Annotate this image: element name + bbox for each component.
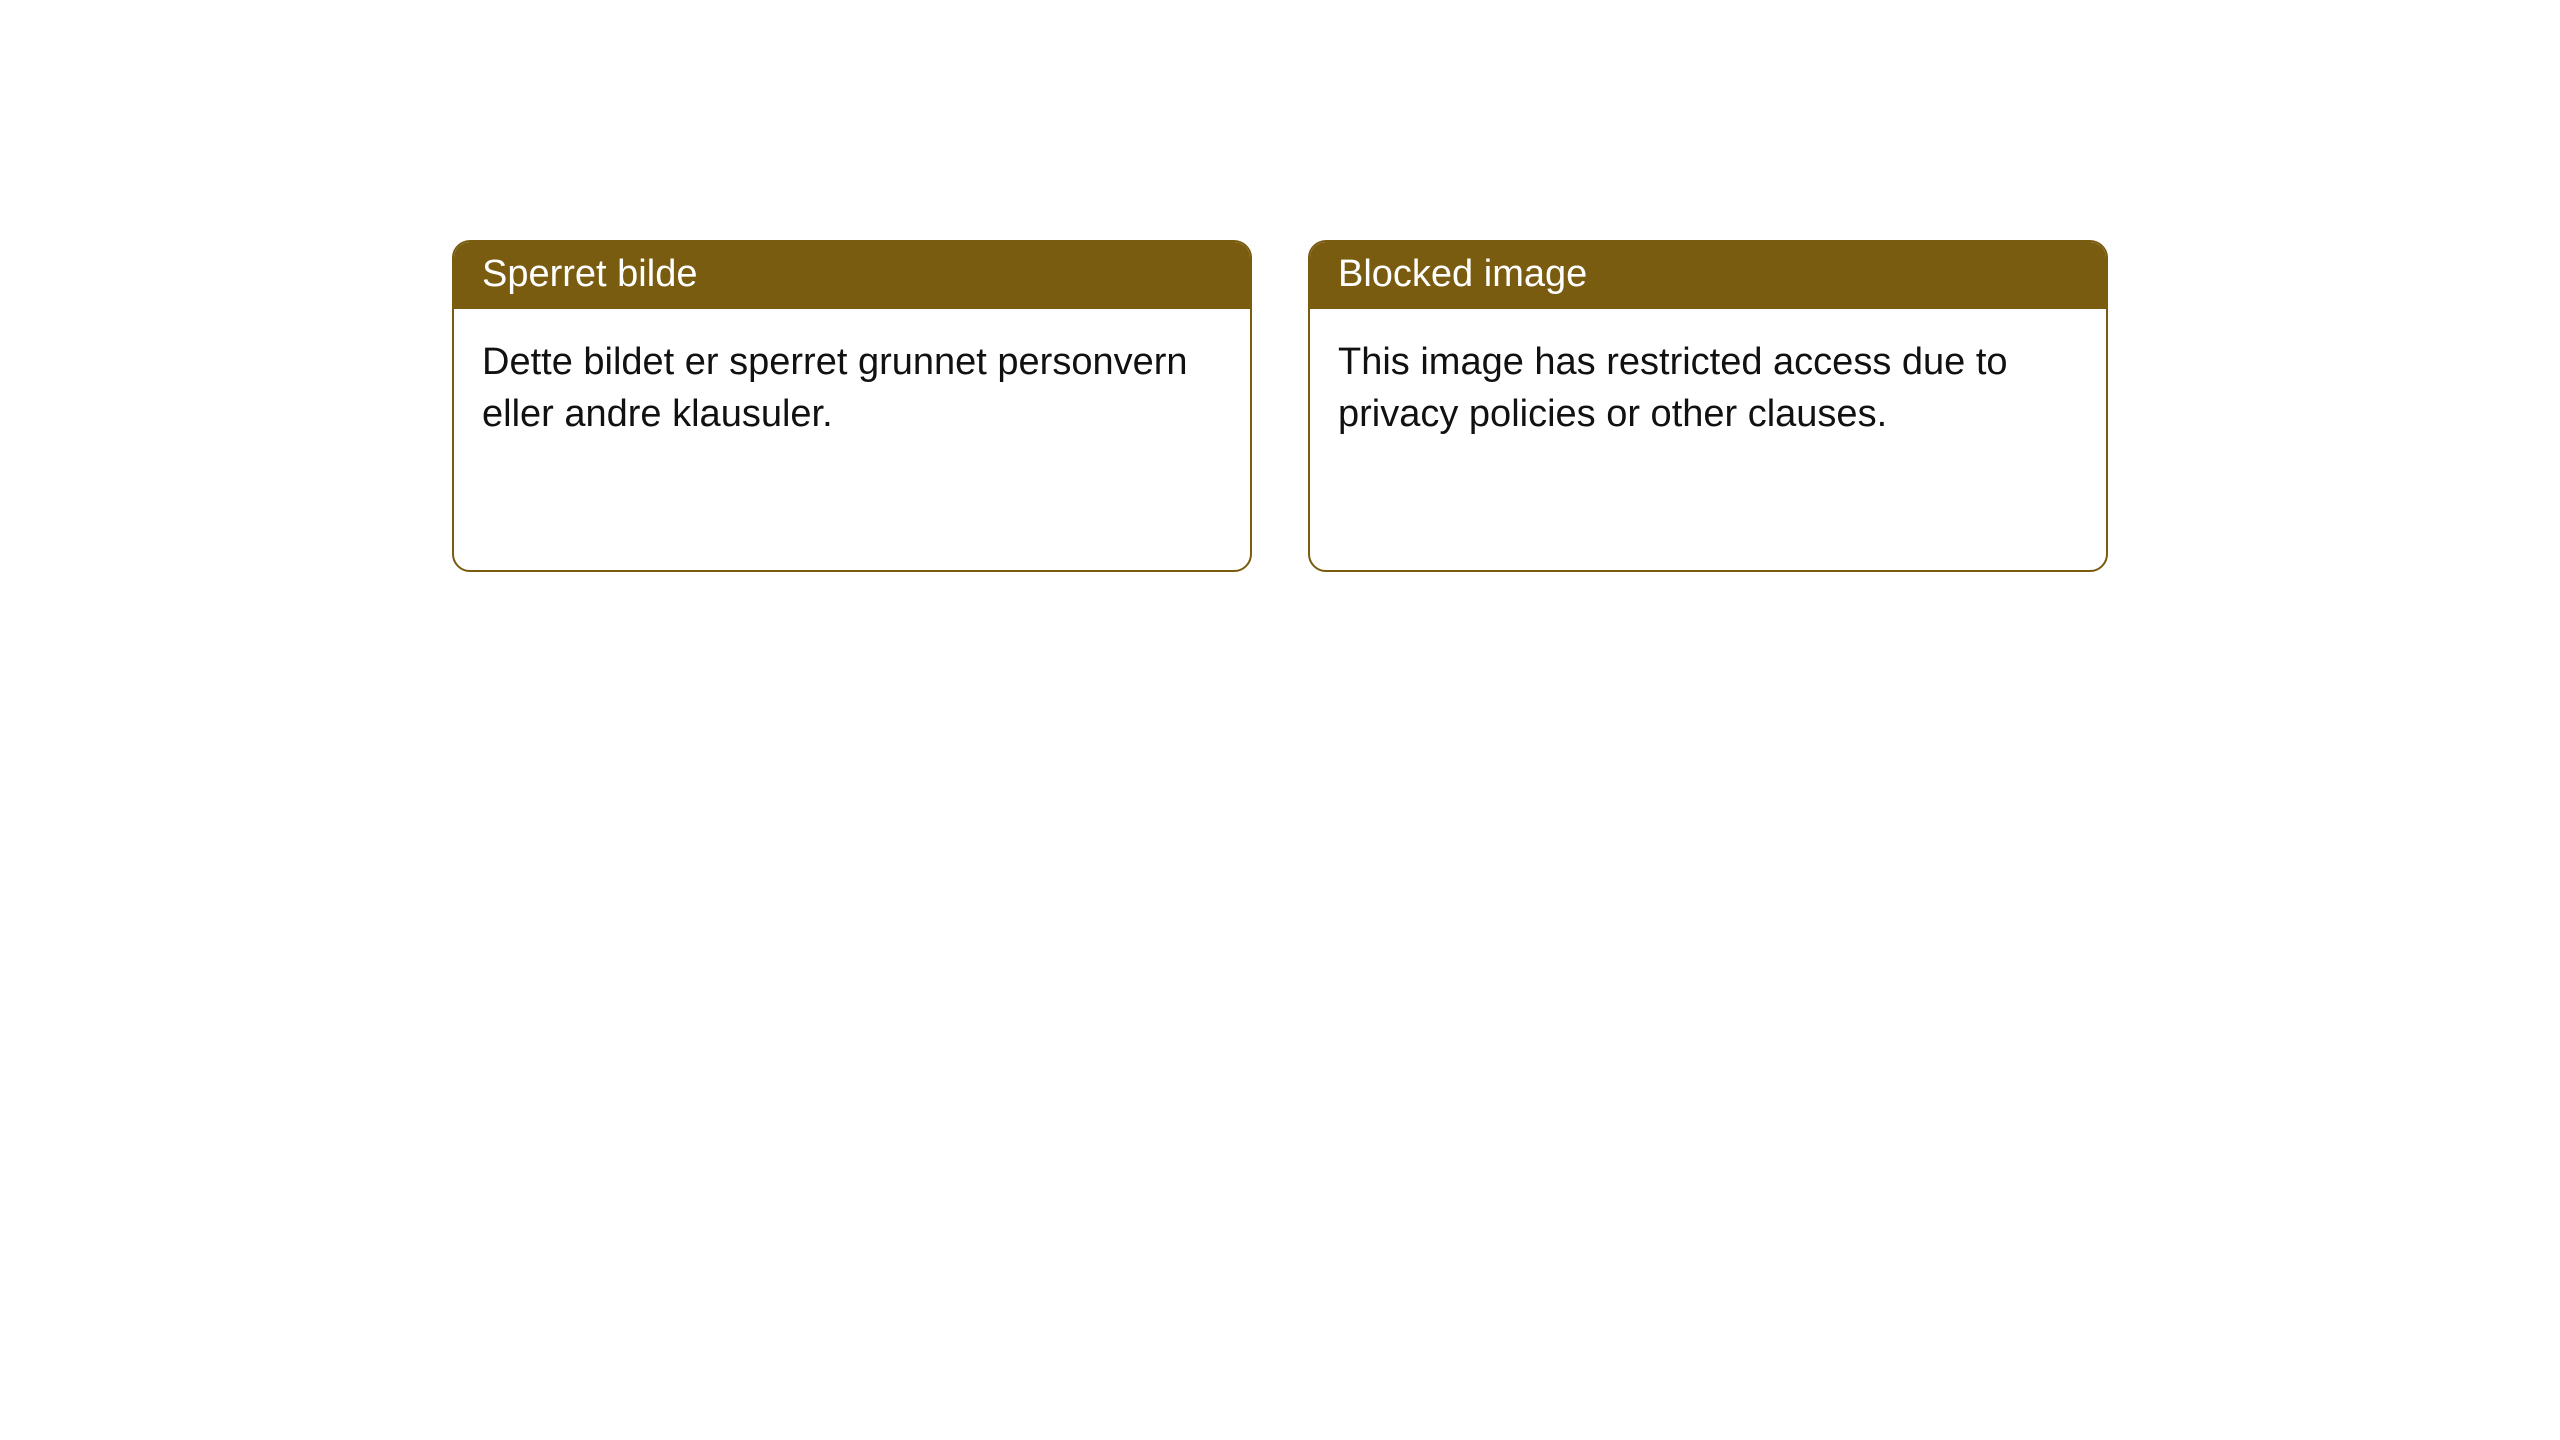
- notice-container: Sperret bilde Dette bildet er sperret gr…: [0, 0, 2560, 572]
- notice-body-text: This image has restricted access due to …: [1310, 309, 2106, 460]
- notice-body-text: Dette bildet er sperret grunnet personve…: [454, 309, 1250, 460]
- notice-title: Blocked image: [1310, 242, 2106, 309]
- notice-card-norwegian: Sperret bilde Dette bildet er sperret gr…: [452, 240, 1252, 572]
- notice-card-english: Blocked image This image has restricted …: [1308, 240, 2108, 572]
- notice-title: Sperret bilde: [454, 242, 1250, 309]
